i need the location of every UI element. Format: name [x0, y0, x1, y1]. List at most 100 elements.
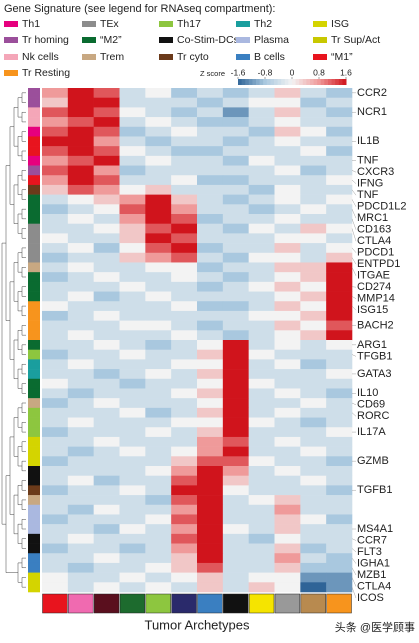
- row-label: MS4A1: [357, 523, 393, 535]
- column-annotation: [145, 593, 171, 614]
- legend-swatch: [236, 37, 250, 43]
- row-label: IL1B: [357, 135, 380, 147]
- heatmap-cell: [248, 407, 275, 418]
- heatmap-cell: [119, 359, 146, 370]
- heatmap-cell: [326, 330, 353, 341]
- heatmap-cell: [300, 562, 327, 573]
- heatmap-cell: [67, 524, 94, 535]
- heatmap-cell: [197, 553, 224, 564]
- heatmap-cell: [274, 553, 301, 564]
- heatmap-cell: [42, 524, 69, 535]
- heatmap-cell: [197, 427, 224, 438]
- heatmap-cell: [222, 194, 249, 205]
- legend-swatch: [4, 54, 18, 60]
- heatmap-cell: [145, 214, 172, 224]
- column-annotation: [42, 593, 68, 614]
- heatmap-cell: [119, 214, 146, 224]
- heatmap-cell: [248, 349, 275, 360]
- heatmap-cell: [274, 214, 301, 224]
- heatmap-cell: [93, 456, 120, 467]
- heatmap-cell: [145, 243, 172, 254]
- colorbar-segment: [331, 79, 336, 85]
- colorbar-segment: [245, 79, 250, 85]
- heatmap-cell: [222, 553, 249, 564]
- column-annotation: [197, 593, 223, 614]
- heatmap-cell: [42, 359, 69, 370]
- row-annotation: [28, 446, 40, 457]
- heatmap-cell: [300, 533, 327, 544]
- heatmap-cell: [171, 417, 198, 428]
- heatmap-cell: [171, 485, 198, 496]
- heatmap-cell: [67, 543, 94, 554]
- row-label: ICOS: [357, 592, 384, 604]
- colorbar-segment: [342, 79, 347, 85]
- row-label: BACH2: [357, 319, 394, 331]
- heatmap-cell: [222, 262, 249, 273]
- heatmap-cell: [145, 582, 172, 593]
- legend-label: “M2”: [100, 34, 122, 46]
- heatmap-cell: [248, 194, 275, 205]
- heatmap-cell: [42, 194, 69, 205]
- heatmap-cell: [93, 233, 120, 244]
- heatmap-cell: [119, 281, 146, 292]
- row-annotation: [28, 272, 40, 283]
- heatmap-cell: [248, 495, 275, 506]
- heatmap-cell: [171, 446, 198, 457]
- heatmap-cell: [326, 301, 353, 312]
- row-label-leader: [351, 577, 357, 587]
- heatmap-cell: [300, 262, 327, 273]
- heatmap-cell: [42, 436, 69, 447]
- legend-swatch: [236, 21, 250, 27]
- heatmap-cell: [197, 262, 224, 273]
- heatmap-cell: [93, 204, 120, 215]
- heatmap-cell: [171, 184, 198, 195]
- row-annotation: [28, 117, 40, 128]
- heatmap-cell: [222, 446, 249, 457]
- heatmap-cell: [274, 485, 301, 496]
- heatmap-cell: [274, 495, 301, 506]
- heatmap-cell: [274, 378, 301, 389]
- heatmap-cell: [171, 456, 198, 467]
- heatmap-cell: [119, 107, 146, 118]
- heatmap-cell: [222, 340, 249, 350]
- colorbar-segment: [320, 79, 325, 85]
- heatmap-cell: [274, 562, 301, 573]
- heatmap-cell: [42, 107, 69, 118]
- heatmap-cell: [326, 504, 353, 515]
- row-label: ITGAE: [357, 270, 390, 282]
- heatmap-cell: [300, 398, 327, 409]
- heatmap-cell: [171, 262, 198, 273]
- heatmap-cell: [197, 330, 224, 341]
- heatmap-cell: [119, 184, 146, 195]
- heatmap-cell: [300, 252, 327, 263]
- heatmap-cell: [197, 485, 224, 496]
- heatmap-cell: [197, 456, 224, 467]
- heatmap-cell: [119, 466, 146, 476]
- legend-label: ISG: [331, 18, 349, 30]
- heatmap-cell: [67, 214, 94, 224]
- heatmap-cell: [119, 378, 146, 389]
- row-label: CCR7: [357, 534, 387, 546]
- heatmap-cell: [119, 456, 146, 467]
- column-annotation: [300, 593, 326, 614]
- heatmap-cell: [326, 359, 353, 370]
- heatmap-cell: [274, 175, 301, 186]
- heatmap-cell: [222, 388, 249, 399]
- heatmap-cell: [326, 107, 353, 118]
- legend-swatch: [4, 70, 18, 76]
- heatmap-cell: [222, 533, 249, 544]
- heatmap-cell: [326, 582, 353, 593]
- heatmap-cell: [300, 126, 327, 137]
- heatmap-cell: [93, 388, 120, 399]
- row-annotation: [28, 165, 40, 176]
- heatmap-cell: [171, 272, 198, 283]
- heatmap-cell: [42, 572, 69, 583]
- row-label: ENTPD1: [357, 258, 400, 270]
- heatmap-cell: [222, 301, 249, 312]
- heatmap-cell: [326, 281, 353, 292]
- heatmap-cell: [197, 146, 224, 157]
- row-annotation: [28, 136, 40, 147]
- row-annotation: [28, 252, 40, 263]
- heatmap-cell: [274, 97, 301, 108]
